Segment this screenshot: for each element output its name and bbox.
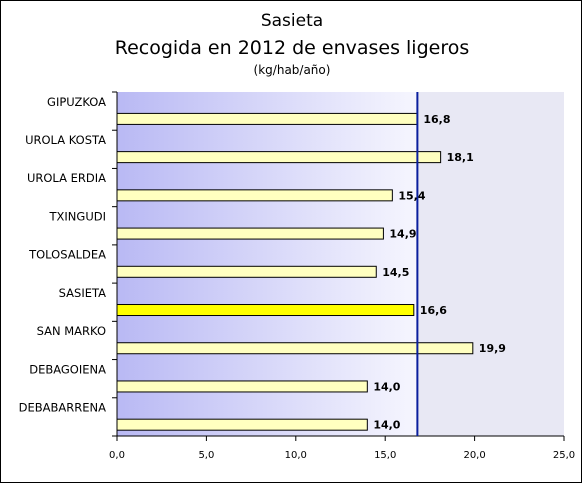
category-label: DEBABARRENA	[19, 401, 106, 415]
bar-txingudi	[116, 227, 384, 240]
category-label: SAN MARKO	[37, 324, 106, 338]
value-label: 18,1	[447, 151, 474, 164]
bar-tolosaldea	[116, 265, 377, 278]
bar-debagoiena	[116, 380, 368, 393]
bar-gipuzkoa	[116, 112, 418, 125]
category-label: DEBAGOIENA	[29, 362, 106, 376]
bar-debabarrena	[116, 418, 368, 431]
x-tick-label: 15,0	[374, 450, 396, 461]
x-tick-label: 20,0	[463, 450, 485, 461]
category-label: TXINGUDI	[49, 209, 106, 223]
plot-area	[117, 92, 418, 436]
bar-san-marko	[116, 342, 474, 355]
value-label: 14,0	[373, 419, 400, 432]
chart-unit-label: (kg/hab/año)	[253, 63, 331, 77]
x-tick-label: 0,0	[109, 450, 125, 461]
category-label: UROLA ERDIA	[27, 171, 106, 185]
chart-subtitle: Recogida en 2012 de envases ligeros	[114, 37, 470, 59]
plot-area-right-zone	[417, 92, 564, 436]
bar-urola-kosta	[116, 151, 442, 164]
value-label: 14,5	[382, 266, 409, 279]
category-label: TOLOSALDEA	[28, 248, 106, 262]
category-label: SASIETA	[59, 286, 106, 300]
value-label: 15,4	[398, 189, 425, 202]
x-tick-label: 10,0	[285, 450, 307, 461]
value-label: 14,9	[389, 228, 416, 241]
x-tick-label: 25,0	[553, 450, 575, 461]
value-label: 14,0	[373, 380, 400, 393]
value-label: 19,9	[479, 342, 506, 355]
bar-urola-erdia	[116, 189, 393, 202]
x-tick-label: 5,0	[198, 450, 214, 461]
category-label: GIPUZKOA	[47, 95, 106, 109]
bar-sasieta	[116, 304, 415, 317]
value-label: 16,6	[420, 304, 447, 317]
category-label: UROLA KOSTA	[25, 133, 106, 147]
value-label: 16,8	[423, 113, 450, 126]
chart-title: Sasieta	[260, 11, 324, 31]
